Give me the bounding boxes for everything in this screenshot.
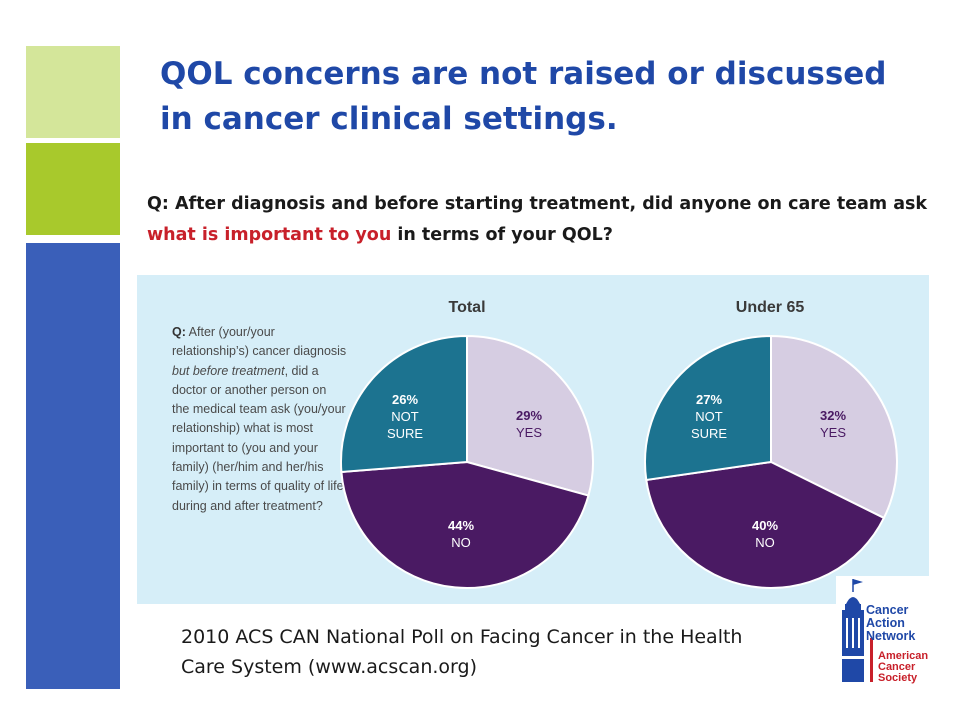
data-label-category: SURE (387, 426, 423, 441)
panel-question-label: Q: (172, 325, 186, 339)
data-label-category: NOT (695, 409, 723, 424)
survey-question: Q: After diagnosis and before starting t… (147, 189, 937, 251)
data-label-value: 44% (448, 518, 474, 533)
question-text: Q: After diagnosis and before starting t… (147, 194, 928, 214)
accent-bar-light (26, 46, 120, 138)
pie-slice-no (645, 460, 886, 589)
data-label-category: NOT (391, 409, 419, 424)
data-label-category: NO (755, 535, 775, 550)
data-label-category: NO (451, 535, 471, 550)
panel-question: Q: After (your/your relationship’s) canc… (172, 323, 347, 516)
accent-bar-blue (26, 243, 120, 689)
logo-text: Cancer Action Network American Cancer So… (866, 604, 932, 684)
pie-total: 29% YES 44% NO 26% NOT SURE (340, 334, 594, 589)
accent-bar-green (26, 143, 120, 235)
pie-slice-yes (466, 334, 594, 497)
question-highlight: what is important to you (147, 225, 392, 245)
data-label-value: 32% (820, 408, 846, 423)
pie-under-65: 32% YES 40% NO 27% NOT SURE (644, 334, 898, 589)
pie-title-total: Total (448, 299, 486, 316)
panel-question-text-1: After (your/your relationship’s) cancer … (172, 325, 347, 359)
data-label-category: YES (516, 425, 542, 440)
data-label-value: 27% (696, 392, 722, 407)
data-label-category: YES (820, 425, 846, 440)
source-citation: 2010 ACS CAN National Poll on Facing Can… (181, 626, 743, 678)
cancer-action-network-logo (836, 576, 930, 688)
pie-slice-not-sure (340, 334, 468, 474)
pie-charts: 29% YES 44% NO 26% NOT SURE 32% YES 40% NO 27% NOT S… (340, 334, 898, 589)
pie-slice-yes (770, 334, 898, 520)
data-label-value: 40% (752, 518, 778, 533)
logo-name-1: Cancer Action (866, 603, 909, 630)
panel-question-italic: but before treatment (172, 363, 285, 378)
pie-slice-not-sure (644, 334, 772, 482)
data-label-value: 26% (392, 392, 418, 407)
capitol-dome-icon (842, 579, 873, 682)
slide-title: QOL concerns are not raised or discussed… (160, 56, 887, 137)
data-label-value: 29% (516, 408, 542, 423)
data-label-category: SURE (691, 426, 727, 441)
question-text-end: in terms of your QOL? (391, 225, 613, 245)
flag-icon (853, 579, 863, 585)
logo-sub: American Cancer Society (878, 650, 929, 684)
pie-title-under-65: Under 65 (735, 299, 805, 316)
panel-question-text-2: , did a doctor or another person on the … (172, 363, 346, 513)
pie-slice-no (340, 460, 590, 589)
logo-name-2: Network (866, 629, 916, 643)
